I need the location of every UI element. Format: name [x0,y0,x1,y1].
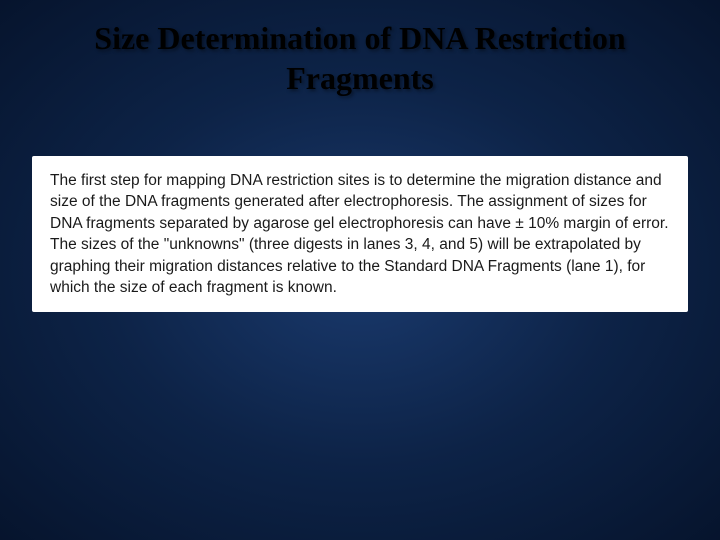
content-box: The first step for mapping DNA restricti… [32,156,688,312]
body-paragraph: The first step for mapping DNA restricti… [50,170,670,298]
slide-title: Size Determination of DNA Restriction Fr… [0,0,720,118]
slide-container: Size Determination of DNA Restriction Fr… [0,0,720,540]
